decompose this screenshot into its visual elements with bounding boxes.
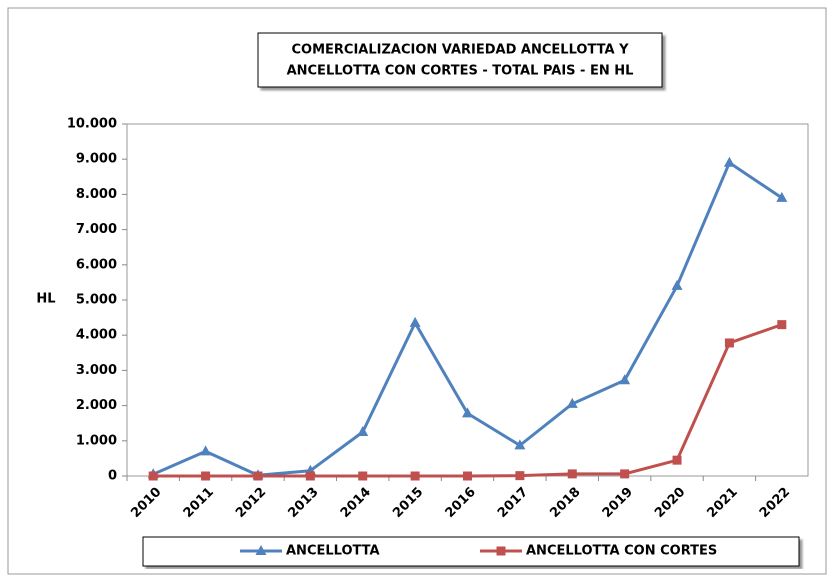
chart-title: COMERCIALIZACION VARIEDAD ANCELLOTTA Y [292, 43, 630, 58]
y-tick-label: 0 [108, 469, 117, 484]
marker [255, 545, 267, 555]
marker [514, 439, 526, 450]
marker [462, 407, 473, 418]
marker [620, 469, 630, 479]
marker [671, 279, 683, 290]
marker [723, 156, 735, 167]
y-tick-label: 2.000 [76, 398, 117, 413]
y-axis-label: HL [36, 292, 55, 307]
y-tick-label: 6.000 [76, 257, 117, 272]
title-box [257, 32, 663, 88]
marker [200, 445, 212, 456]
marker [201, 471, 211, 481]
y-tick-label: 1.000 [76, 433, 117, 448]
marker [724, 338, 734, 348]
marker [305, 471, 315, 481]
marker [148, 471, 158, 481]
marker [567, 469, 577, 479]
marker [358, 471, 368, 481]
y-tick-label: 10.000 [67, 117, 117, 132]
marker [463, 471, 472, 481]
marker [515, 471, 525, 481]
legend-label: ANCELLOTTA CON CORTES [526, 544, 717, 559]
marker [253, 471, 263, 481]
y-tick-label: 4.000 [76, 328, 117, 343]
y-tick-label: 3.000 [76, 363, 117, 378]
marker [357, 426, 369, 436]
marker [410, 471, 420, 481]
y-tick-label: 5.000 [76, 293, 117, 308]
chart-title: ANCELLOTTA CON CORTES - TOTAL PAIS - EN … [287, 64, 634, 79]
marker [776, 191, 788, 202]
marker [496, 546, 506, 556]
legend-label: ANCELLOTTA [286, 544, 380, 559]
marker [409, 316, 421, 327]
y-tick-label: 7.000 [76, 222, 117, 237]
marker [566, 397, 578, 408]
y-tick-label: 8.000 [76, 187, 117, 202]
y-tick-label: 9.000 [76, 152, 117, 167]
marker [672, 455, 682, 465]
marker [777, 320, 787, 330]
marker [619, 374, 631, 385]
